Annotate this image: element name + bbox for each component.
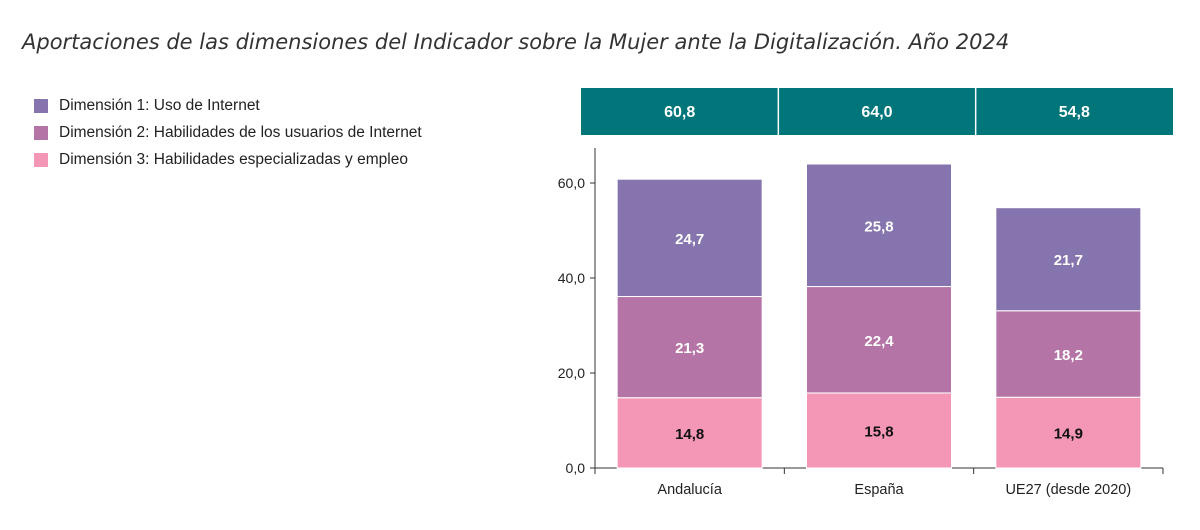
- y-tick-label: 60,0: [558, 175, 585, 191]
- total-value-label: 54,8: [1059, 104, 1090, 121]
- total-header-cell: [581, 88, 779, 135]
- bar-value-label: 24,7: [675, 231, 704, 248]
- bar-segment-series-2: [806, 286, 952, 394]
- bar-value-label: 21,3: [675, 340, 704, 357]
- x-tick-label: UE27 (desde 2020): [1005, 482, 1131, 498]
- bar-segment-series-2: [616, 296, 763, 399]
- bar-segment-series-3: [995, 207, 1142, 312]
- total-value-label: 64,0: [861, 104, 892, 121]
- legend-swatch-dimension-3: [34, 152, 48, 167]
- legend: Dimensión 1: Uso de Internet Dimensión 2…: [34, 92, 422, 173]
- legend-item-dimension-1: Dimensión 1: Uso de Internet: [34, 92, 422, 119]
- bar-value-label: 18,2: [1054, 347, 1083, 364]
- bar-segment-series-3: [806, 163, 952, 288]
- legend-item-dimension-2: Dimensión 2: Habilidades de los usuarios…: [34, 119, 422, 146]
- bar-value-label: 25,8: [864, 218, 893, 235]
- x-tick-label: Andalucía: [657, 482, 722, 498]
- bar-segment-series-1: [806, 392, 952, 469]
- chart-title: Aportaciones de las dimensiones del Indi…: [22, 30, 1010, 54]
- bar-value-label: 15,8: [864, 423, 893, 440]
- total-header-cell: [778, 88, 976, 135]
- y-tick-label: 0,0: [566, 460, 586, 476]
- bar-value-label: 14,9: [1054, 426, 1083, 443]
- y-tick-label: 20,0: [558, 365, 585, 381]
- bar-value-label: 22,4: [864, 333, 894, 350]
- y-tick-label: 40,0: [558, 270, 585, 286]
- bar-value-label: 14,8: [675, 426, 704, 443]
- legend-label-dimension-2: Dimensión 2: Habilidades de los usuarios…: [59, 123, 422, 141]
- legend-swatch-dimension-2: [34, 125, 48, 140]
- total-value-label: 60,8: [664, 104, 695, 121]
- x-tick-label: España: [854, 482, 904, 498]
- bar-segment-series-1: [995, 396, 1142, 469]
- legend-label-dimension-1: Dimensión 1: Uso de Internet: [59, 96, 260, 114]
- legend-swatch-dimension-1: [34, 98, 48, 113]
- legend-item-dimension-3: Dimensión 3: Habilidades especializadas …: [34, 146, 422, 173]
- bar-segment-series-3: [616, 178, 763, 298]
- bar-value-label: 21,7: [1054, 252, 1083, 269]
- legend-label-dimension-3: Dimensión 3: Habilidades especializadas …: [59, 150, 408, 168]
- total-header-cell: [975, 88, 1173, 135]
